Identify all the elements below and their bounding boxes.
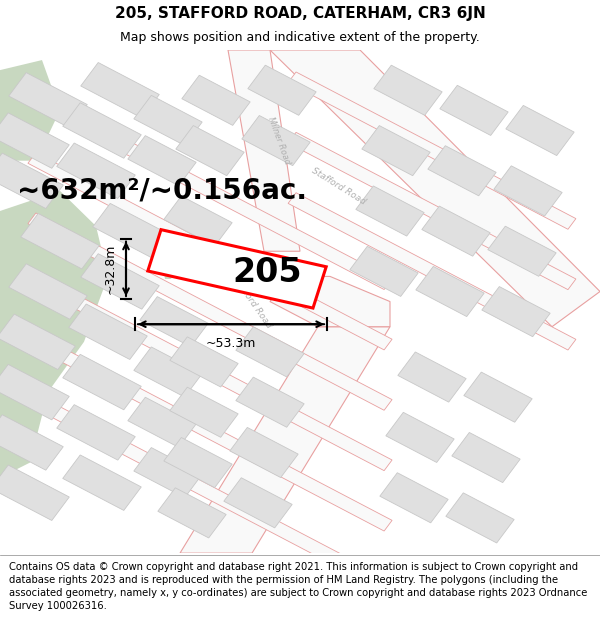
Polygon shape	[128, 136, 196, 186]
Polygon shape	[0, 153, 63, 209]
Polygon shape	[69, 304, 147, 359]
Polygon shape	[176, 126, 244, 176]
Polygon shape	[57, 143, 135, 199]
Polygon shape	[398, 352, 466, 402]
Polygon shape	[0, 60, 60, 161]
Polygon shape	[488, 226, 556, 276]
Polygon shape	[0, 364, 69, 420]
Polygon shape	[356, 186, 424, 236]
Polygon shape	[134, 96, 202, 146]
Text: Map shows position and indicative extent of the property.: Map shows position and indicative extent…	[120, 31, 480, 44]
Polygon shape	[270, 276, 390, 327]
Polygon shape	[386, 412, 454, 462]
Polygon shape	[63, 354, 141, 410]
Polygon shape	[242, 116, 310, 166]
Polygon shape	[362, 126, 430, 176]
Polygon shape	[288, 192, 576, 350]
Text: Contains OS data © Crown copyright and database right 2021. This information is : Contains OS data © Crown copyright and d…	[9, 562, 587, 611]
Polygon shape	[180, 327, 390, 553]
Polygon shape	[140, 297, 208, 347]
Polygon shape	[57, 404, 135, 460]
Polygon shape	[416, 266, 484, 317]
Polygon shape	[28, 334, 392, 531]
Polygon shape	[236, 377, 304, 428]
Polygon shape	[0, 191, 108, 478]
Polygon shape	[28, 213, 392, 410]
Polygon shape	[446, 493, 514, 543]
Polygon shape	[230, 428, 298, 478]
Polygon shape	[134, 448, 202, 498]
Polygon shape	[0, 465, 69, 521]
Text: ~32.8m: ~32.8m	[104, 244, 117, 294]
Polygon shape	[9, 72, 87, 128]
Text: ~632m²/~0.156ac.: ~632m²/~0.156ac.	[17, 177, 307, 205]
Polygon shape	[148, 229, 326, 308]
Polygon shape	[170, 387, 238, 438]
Polygon shape	[182, 75, 250, 126]
Polygon shape	[9, 264, 87, 319]
Polygon shape	[164, 196, 232, 246]
Polygon shape	[28, 394, 392, 591]
Polygon shape	[380, 472, 448, 523]
Polygon shape	[236, 327, 304, 377]
Polygon shape	[63, 102, 141, 158]
Polygon shape	[506, 106, 574, 156]
Polygon shape	[170, 337, 238, 387]
Text: ~53.3m: ~53.3m	[206, 337, 256, 350]
Polygon shape	[422, 206, 490, 256]
Polygon shape	[374, 65, 442, 116]
Polygon shape	[228, 50, 300, 251]
Polygon shape	[93, 203, 171, 259]
Polygon shape	[164, 438, 232, 488]
Text: 205, STAFFORD ROAD, CATERHAM, CR3 6JN: 205, STAFFORD ROAD, CATERHAM, CR3 6JN	[115, 6, 485, 21]
Polygon shape	[464, 372, 532, 423]
Polygon shape	[158, 488, 226, 538]
Polygon shape	[81, 254, 159, 309]
Polygon shape	[482, 286, 550, 337]
Polygon shape	[63, 455, 141, 511]
Polygon shape	[128, 398, 196, 448]
Polygon shape	[0, 113, 69, 168]
Text: Stafford Road: Stafford Road	[230, 274, 274, 329]
Text: Milner Road: Milner Road	[266, 116, 292, 166]
Polygon shape	[350, 246, 418, 296]
Polygon shape	[81, 62, 159, 118]
Polygon shape	[494, 166, 562, 216]
Polygon shape	[248, 65, 316, 116]
Polygon shape	[0, 415, 63, 470]
Polygon shape	[28, 152, 392, 350]
Text: 205: 205	[232, 256, 302, 289]
Polygon shape	[224, 478, 292, 528]
Polygon shape	[21, 214, 99, 269]
Polygon shape	[163, 246, 183, 279]
Polygon shape	[452, 432, 520, 482]
Polygon shape	[428, 146, 496, 196]
Polygon shape	[28, 92, 392, 289]
Polygon shape	[270, 50, 600, 327]
Polygon shape	[288, 132, 576, 289]
Polygon shape	[288, 72, 576, 229]
Polygon shape	[0, 314, 75, 369]
Text: Stafford Road: Stafford Road	[310, 166, 368, 206]
Polygon shape	[134, 347, 202, 397]
Polygon shape	[28, 273, 392, 471]
Polygon shape	[440, 85, 508, 136]
